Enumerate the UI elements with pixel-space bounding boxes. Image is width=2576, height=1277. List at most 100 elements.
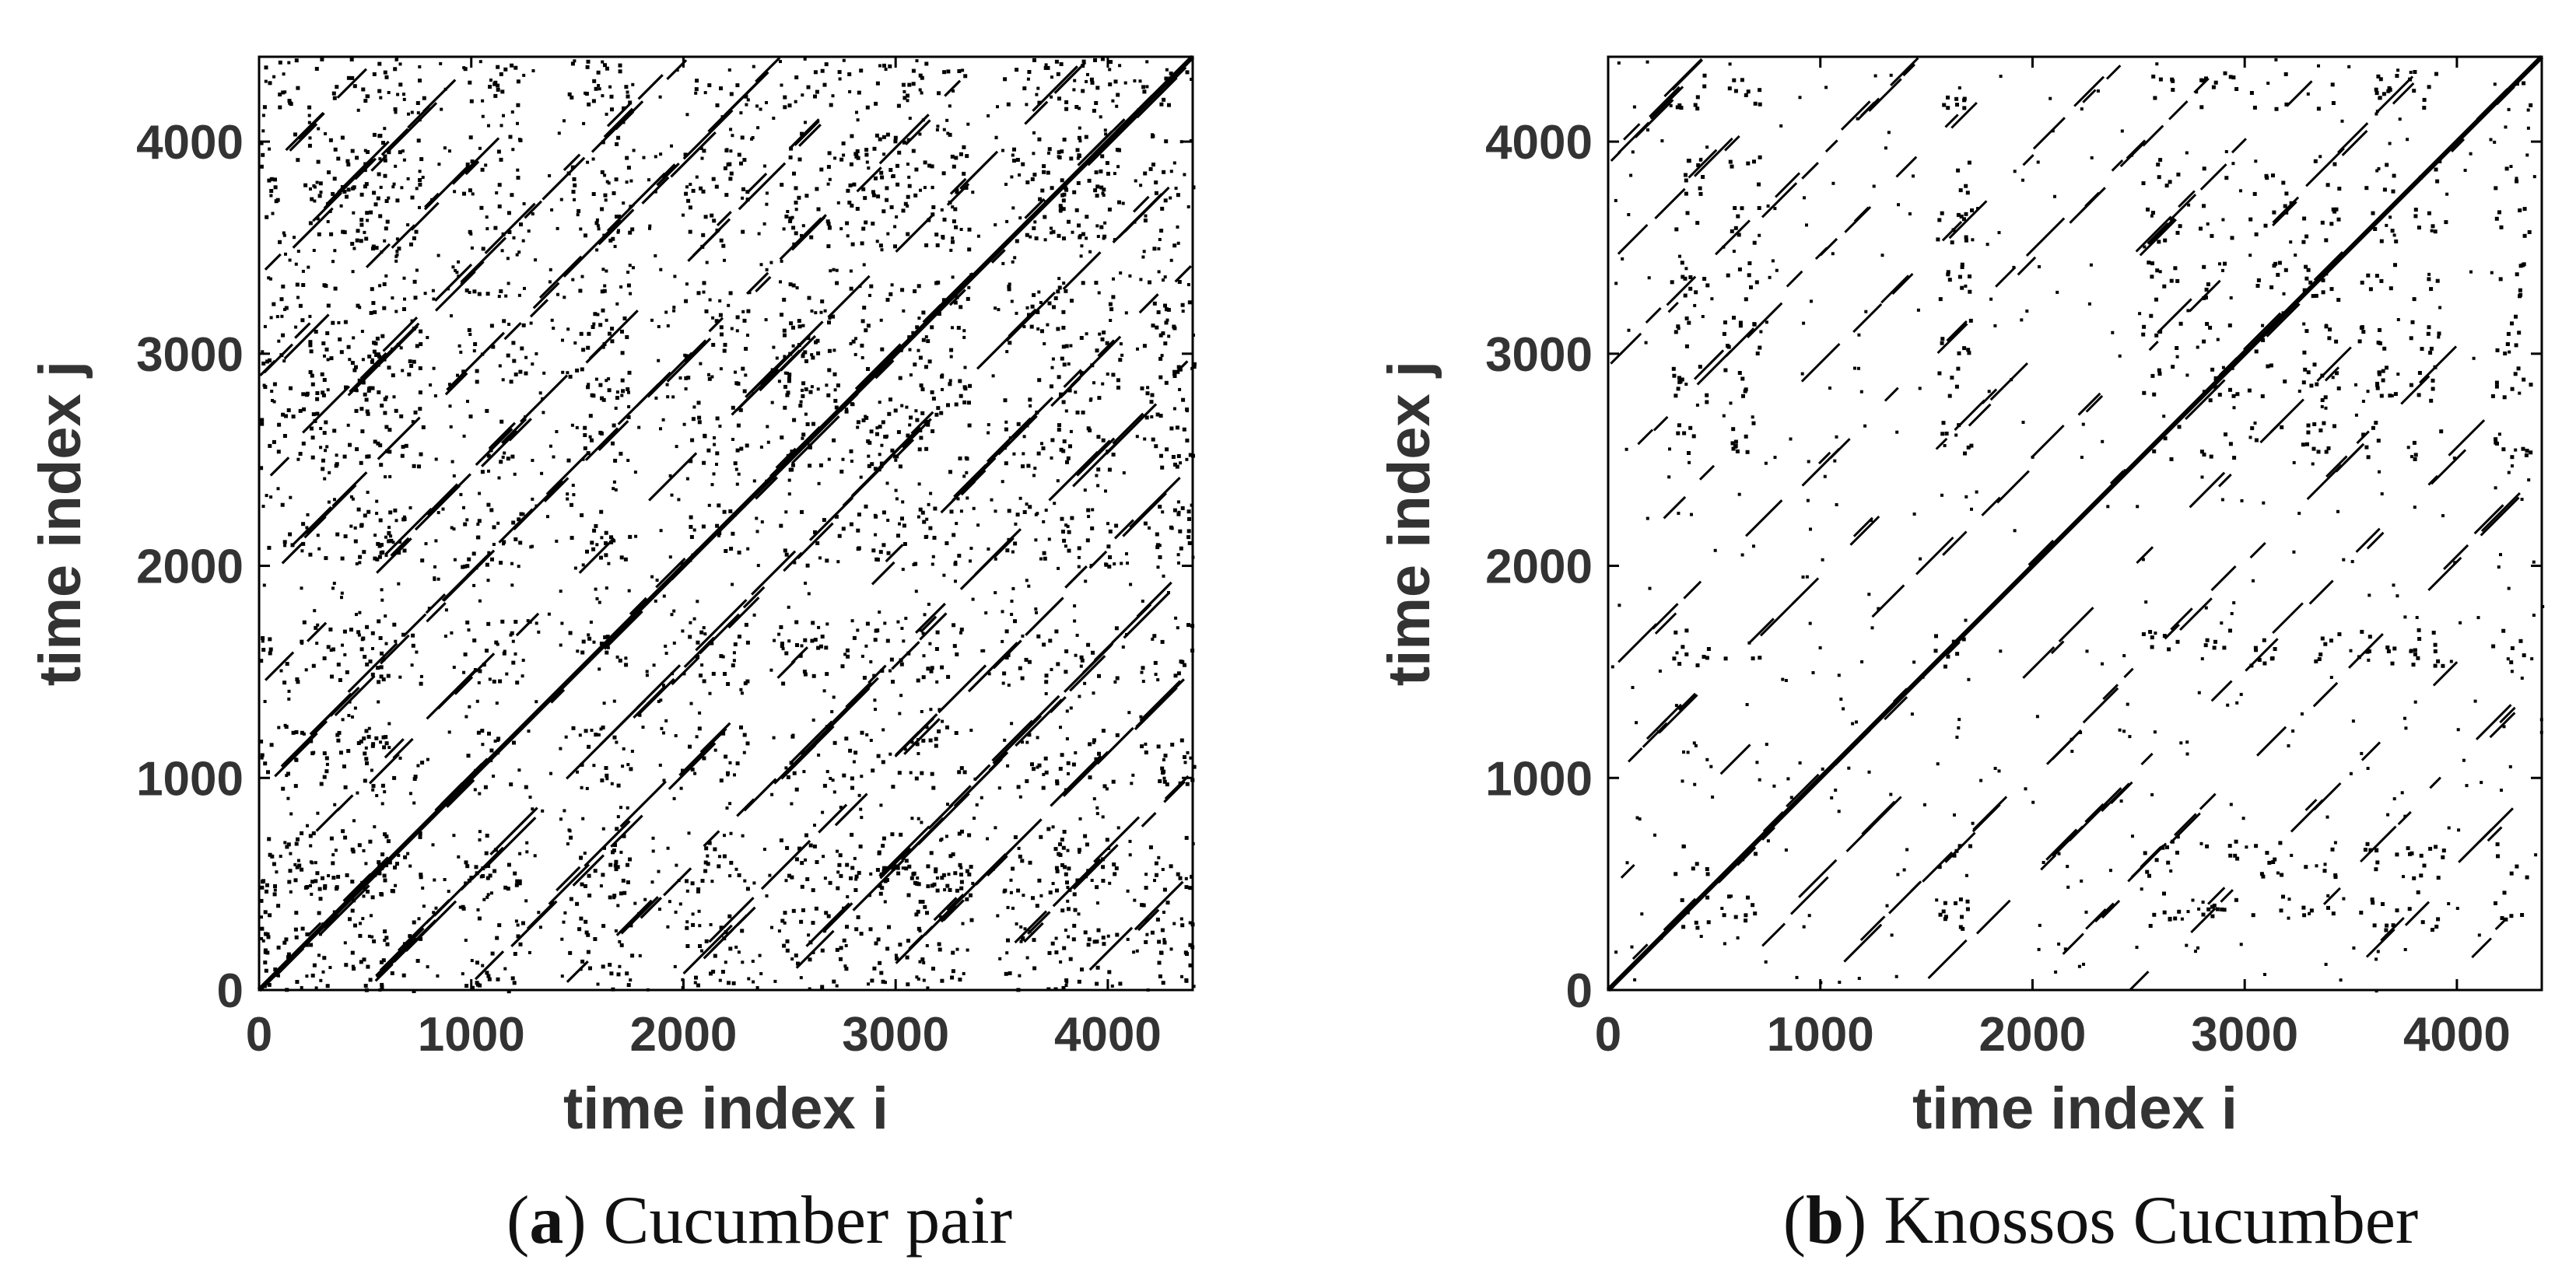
recurrence-point	[2252, 191, 2257, 196]
recurrence-point	[279, 855, 282, 858]
recurrence-point	[422, 96, 426, 100]
recurrence-point	[880, 443, 884, 447]
recurrence-point	[269, 743, 274, 747]
recurrence-point	[472, 583, 476, 587]
recurrence-point	[2510, 455, 2515, 460]
recurrence-point	[340, 591, 344, 595]
recurrence-point	[276, 450, 281, 454]
recurrence-point	[707, 503, 711, 507]
recurrence-point	[314, 986, 318, 990]
recurrence-point	[1157, 939, 1162, 944]
recurrence-point	[1123, 81, 1127, 85]
recurrence-point	[845, 648, 850, 652]
recurrence-point	[1121, 201, 1125, 205]
recurrence-point	[603, 63, 607, 68]
recurrence-point	[800, 233, 803, 237]
recurrence-point	[326, 645, 331, 649]
recurrence-point	[794, 953, 798, 958]
recurrence-point	[333, 803, 337, 806]
recurrence-point	[618, 939, 622, 943]
recurrence-point	[621, 878, 626, 883]
recurrence-point	[325, 762, 329, 766]
recurrence-point	[804, 359, 808, 363]
recurrence-point	[1150, 393, 1155, 397]
recurrence-point	[994, 557, 997, 561]
recurrence-point	[801, 324, 805, 327]
recurrence-point	[1183, 663, 1186, 667]
recurrence-point	[727, 914, 732, 918]
recurrence-point	[576, 649, 580, 653]
recurrence-point	[314, 879, 318, 883]
recurrence-point	[951, 275, 955, 279]
recurrence-point	[702, 756, 706, 761]
recurrence-point	[434, 457, 438, 461]
recurrence-point	[2329, 638, 2333, 643]
recurrence-line	[548, 863, 591, 905]
recurrence-point	[601, 345, 605, 349]
recurrence-point	[1061, 400, 1066, 404]
recurrence-point	[308, 314, 312, 318]
recurrence-point	[1126, 889, 1130, 893]
recurrence-point	[2141, 181, 2146, 186]
recurrence-point	[380, 250, 384, 254]
recurrence-point	[856, 420, 860, 425]
recurrence-point	[1158, 414, 1163, 418]
recurrence-point	[379, 463, 384, 467]
recurrence-point	[2212, 645, 2217, 650]
recurrence-point	[336, 156, 341, 161]
recurrence-point	[2206, 907, 2211, 911]
recurrence-point	[372, 132, 377, 137]
recurrence-point	[398, 150, 402, 155]
recurrence-point	[382, 745, 387, 750]
recurrence-line	[1053, 61, 1087, 94]
recurrence-point	[367, 354, 372, 359]
recurrence-point	[842, 773, 846, 778]
recurrence-point	[268, 913, 272, 918]
recurrence-point	[310, 973, 315, 978]
recurrence-point	[1161, 331, 1165, 336]
recurrence-point	[619, 891, 623, 896]
recurrence-point	[632, 149, 636, 152]
recurrence-point	[1125, 633, 1128, 636]
recurrence-point	[2178, 321, 2183, 326]
recurrence-point	[915, 975, 919, 979]
recurrence-point	[2515, 864, 2519, 869]
recurrence-point	[1076, 180, 1081, 185]
recurrence-point	[286, 796, 290, 800]
recurrence-point	[2212, 903, 2217, 908]
recurrence-point	[953, 562, 958, 566]
recurrence-line	[2220, 889, 2234, 903]
recurrence-point	[1161, 868, 1165, 871]
recurrence-point	[688, 635, 692, 639]
recurrence-point	[392, 395, 396, 399]
recurrence-point	[1054, 866, 1059, 870]
recurrence-point	[2202, 264, 2206, 269]
recurrence-point	[811, 950, 815, 954]
recurrence-point	[1966, 445, 1971, 450]
recurrence-point	[420, 558, 425, 563]
recurrence-point	[881, 209, 886, 214]
recurrence-point	[1053, 847, 1058, 852]
recurrence-point	[916, 284, 921, 289]
recurrence-point	[1934, 634, 1938, 638]
recurrence-point	[742, 389, 747, 394]
recurrence-point	[591, 192, 596, 196]
recurrence-point	[384, 554, 388, 558]
recurrence-point	[831, 778, 835, 782]
recurrence-point	[1078, 694, 1081, 698]
recurrence-point	[952, 164, 956, 169]
recurrence-line	[280, 720, 328, 768]
recurrence-point	[739, 161, 743, 166]
recurrence-line	[446, 374, 463, 391]
recurrence-point	[664, 652, 668, 655]
recurrence-point	[1158, 333, 1163, 338]
recurrence-point	[864, 152, 868, 156]
recurrence-point	[378, 157, 382, 161]
recurrence-point	[310, 382, 315, 387]
recurrence-point	[351, 497, 355, 501]
recurrence-line	[2400, 375, 2431, 405]
recurrence-point	[946, 131, 950, 135]
recurrence-point	[575, 368, 580, 373]
recurrence-point	[1178, 529, 1183, 534]
recurrence-point	[697, 420, 702, 425]
